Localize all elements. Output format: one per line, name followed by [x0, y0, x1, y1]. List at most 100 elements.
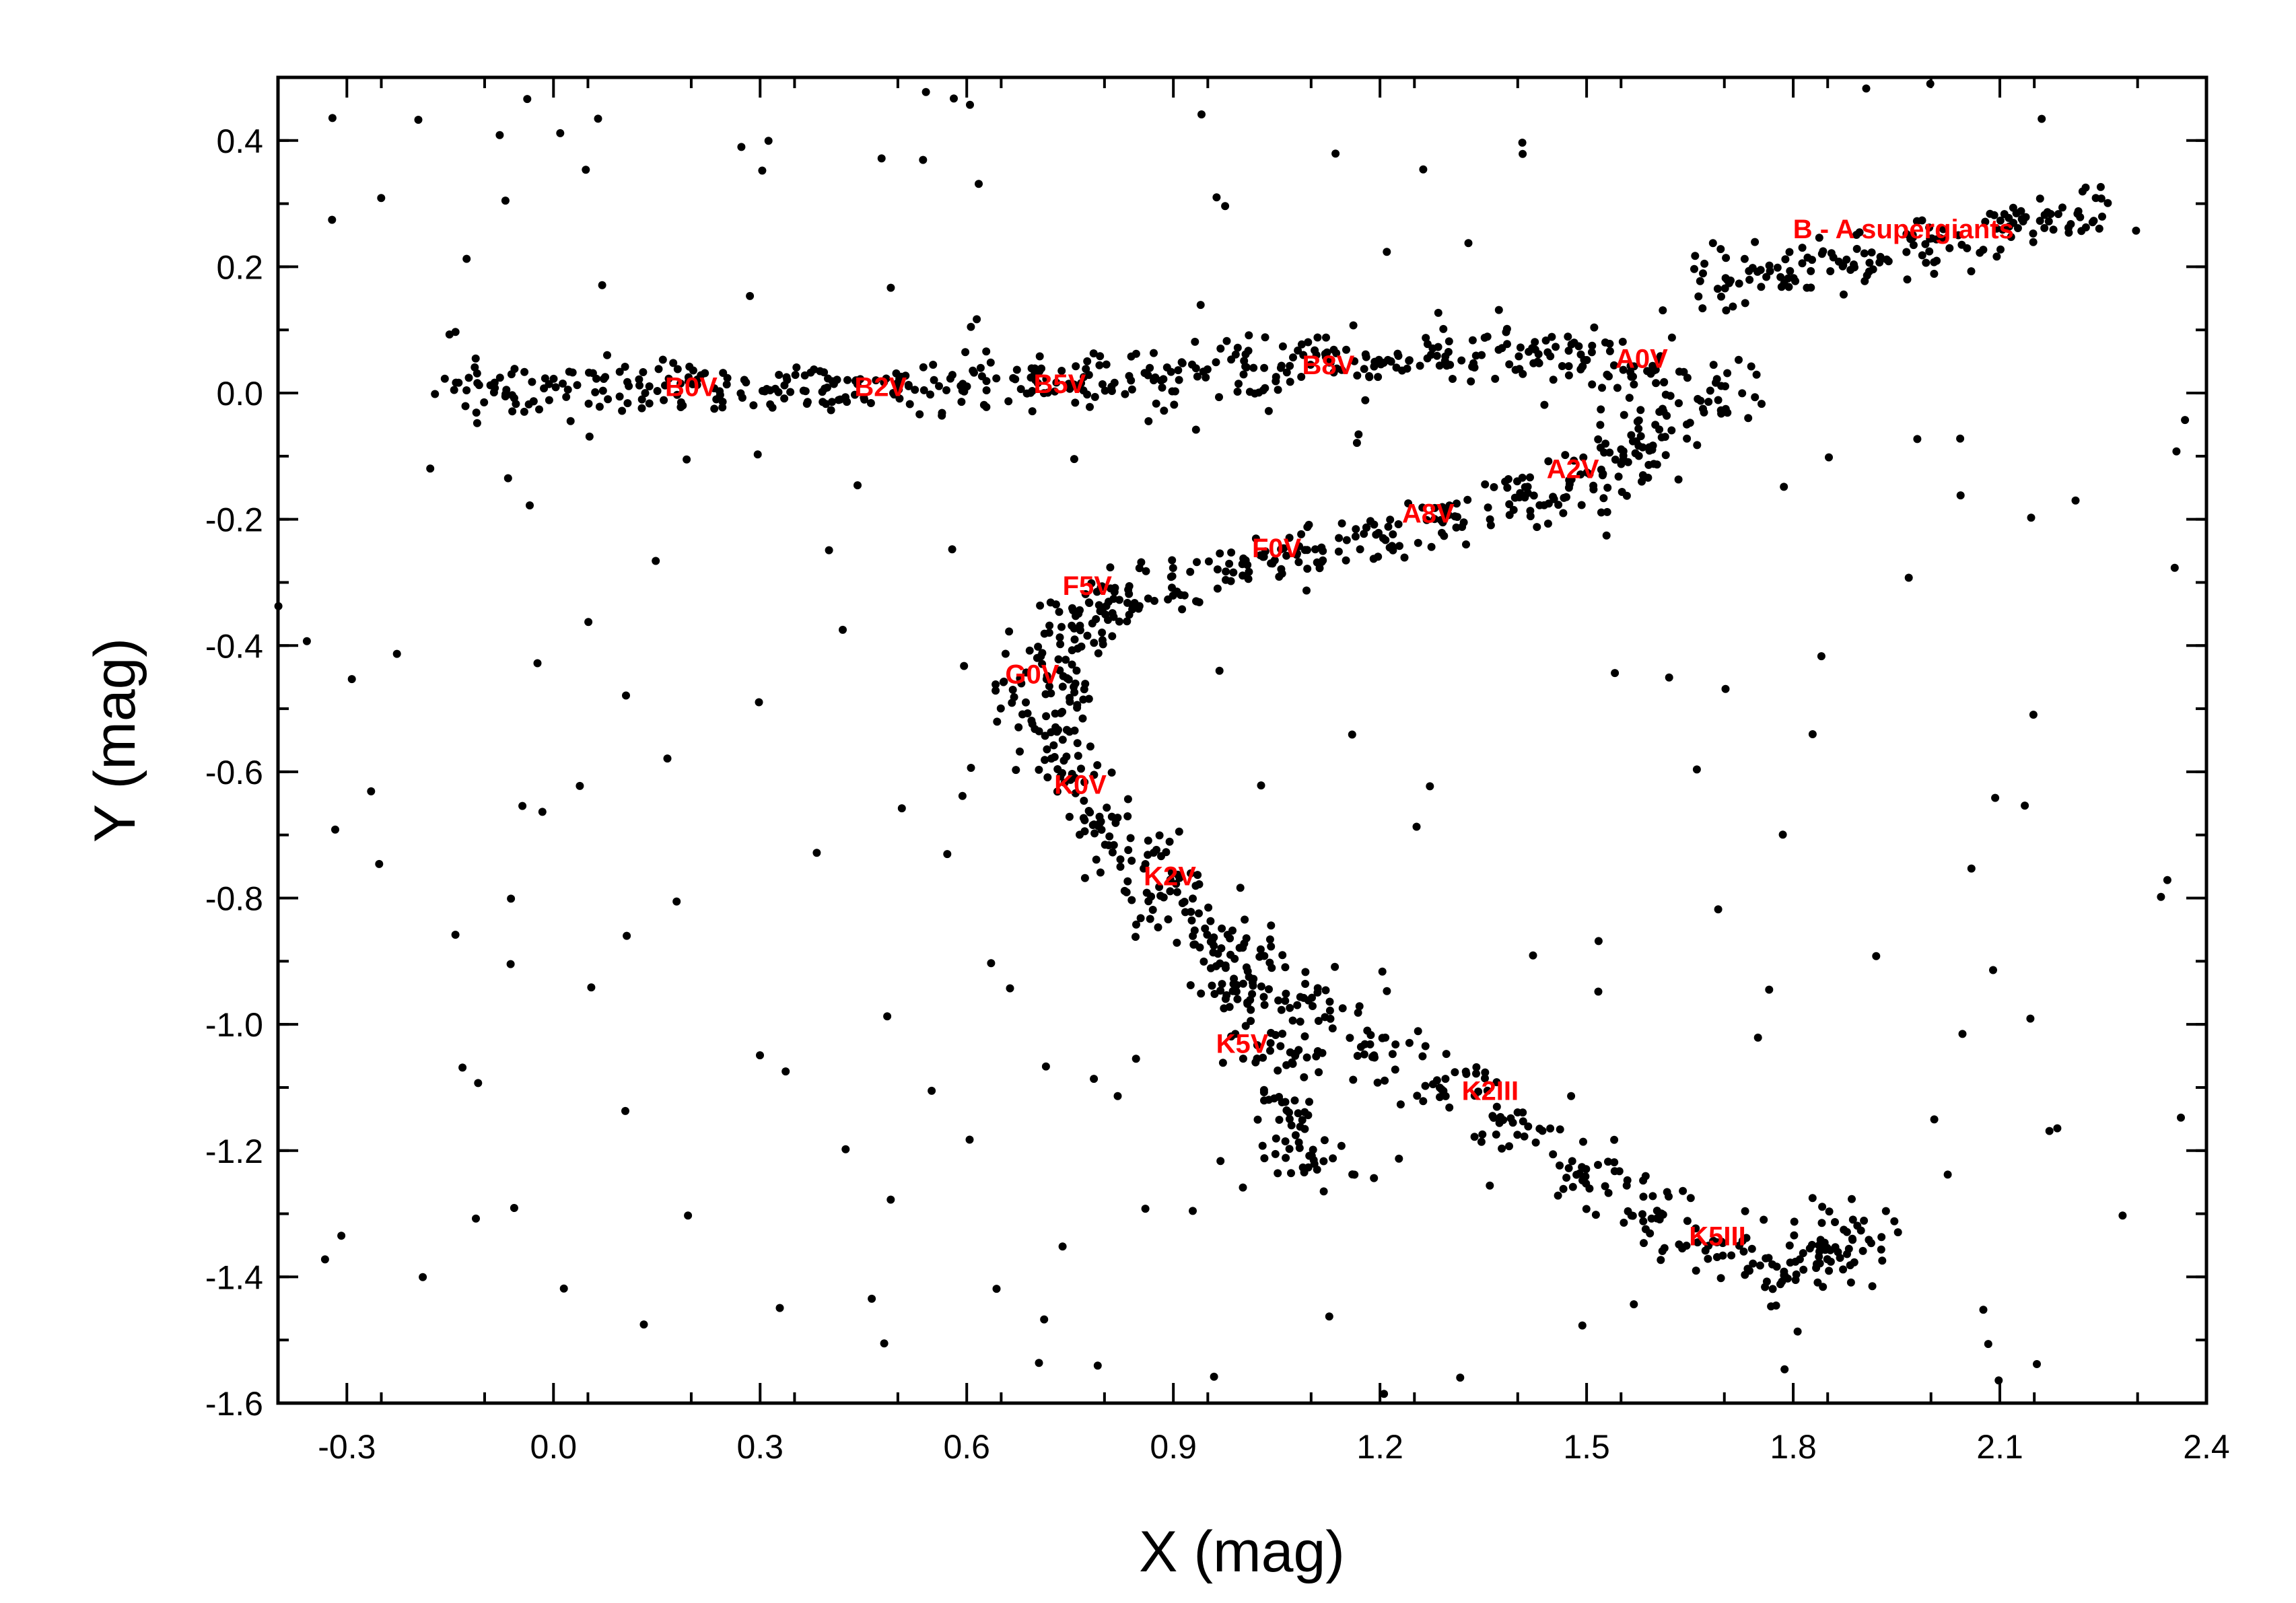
data-point-outlier	[1721, 684, 1730, 693]
data-point	[1215, 393, 1223, 402]
data-point	[1249, 363, 1258, 372]
data-point	[1930, 258, 1939, 266]
data-point	[1922, 258, 1930, 267]
data-point-outlier	[1313, 984, 1322, 993]
data-point	[1704, 1254, 1712, 1263]
data-point-outlier	[1354, 430, 1363, 439]
data-point	[1259, 1053, 1267, 1062]
data-point	[1253, 1041, 1261, 1050]
data-point-outlier	[594, 114, 602, 123]
data-point	[1675, 399, 1683, 408]
data-point-outlier	[1523, 483, 1532, 491]
data-point-outlier	[897, 804, 906, 813]
data-point	[1725, 279, 1733, 287]
data-point	[2096, 182, 2105, 191]
data-point	[961, 348, 970, 357]
data-point-outlier	[451, 931, 460, 939]
data-point	[1267, 559, 1276, 568]
data-point	[1903, 275, 1912, 284]
data-point-outlier	[576, 781, 584, 790]
data-point	[1825, 1267, 1834, 1275]
data-point-outlier	[880, 1339, 889, 1348]
data-point-outlier	[755, 698, 763, 707]
data-point-outlier	[683, 455, 691, 464]
data-point	[604, 395, 613, 404]
plot-frame	[276, 75, 2208, 1405]
data-point	[1089, 349, 1098, 358]
data-point	[1599, 494, 1608, 503]
data-point	[810, 365, 819, 373]
data-point	[1597, 508, 1605, 517]
data-point	[1233, 995, 1242, 1003]
data-point	[1860, 1216, 1869, 1225]
data-point-outlier	[975, 180, 983, 188]
data-point-outlier	[1979, 1306, 1988, 1314]
data-point-outlier	[1127, 896, 1136, 904]
data-point	[1693, 441, 1702, 450]
data-point	[1244, 347, 1253, 355]
data-point	[1160, 406, 1169, 415]
data-point	[1285, 534, 1294, 542]
data-point-outlier	[1808, 730, 1817, 738]
data-point	[529, 397, 538, 406]
data-point	[1877, 1233, 1886, 1242]
data-point-outlier	[1989, 966, 1997, 974]
data-point-outlier	[556, 129, 565, 137]
data-point	[1218, 980, 1226, 989]
data-point	[1053, 787, 1062, 796]
data-point	[1576, 350, 1585, 359]
data-point	[1370, 1053, 1379, 1062]
annotation-label: F0V	[1252, 534, 1302, 563]
data-point	[1123, 617, 1132, 626]
data-point	[1127, 352, 1136, 361]
data-point	[1165, 837, 1174, 846]
data-point	[1259, 386, 1267, 394]
data-point	[461, 402, 470, 411]
data-point	[1747, 362, 1755, 371]
data-point	[1480, 333, 1489, 342]
data-point	[1173, 870, 1182, 879]
data-point	[1278, 1030, 1287, 1038]
data-point	[1798, 244, 1807, 252]
data-point	[1195, 943, 1204, 952]
data-point-outlier	[928, 1086, 936, 1095]
data-point-outlier	[510, 1204, 518, 1212]
data-point	[1575, 1169, 1584, 1178]
data-point	[1554, 1191, 1562, 1200]
data-point	[1945, 244, 1954, 252]
data-point	[1259, 1085, 1268, 1094]
data-point	[1304, 338, 1313, 347]
data-point	[1712, 378, 1720, 387]
data-point	[591, 388, 600, 396]
data-point	[615, 367, 624, 376]
data-point	[1248, 990, 1257, 999]
data-point-outlier	[663, 754, 672, 763]
data-point	[1225, 559, 1234, 568]
data-point	[1355, 1002, 1364, 1011]
data-point	[1692, 1224, 1700, 1233]
data-point	[1585, 470, 1594, 478]
data-point	[1453, 499, 1461, 508]
data-point	[1297, 340, 1306, 349]
data-point	[1204, 903, 1213, 912]
data-point-outlier	[1765, 985, 1774, 994]
data-point-outlier	[1518, 139, 1527, 147]
data-point	[1531, 338, 1539, 347]
data-point	[1394, 351, 1403, 360]
data-point	[1441, 1075, 1450, 1083]
data-point	[1981, 217, 1990, 226]
data-point	[1000, 677, 1008, 686]
data-point	[1827, 249, 1836, 258]
data-point-outlier	[966, 100, 974, 109]
data-point-outlier	[337, 1232, 346, 1240]
data-point-outlier	[328, 215, 337, 224]
data-point	[1641, 1172, 1650, 1180]
data-point	[1605, 347, 1614, 355]
data-point-outlier	[1070, 455, 1078, 464]
data-point	[1604, 1157, 1612, 1166]
data-point-outlier	[1325, 1312, 1333, 1321]
data-point	[1379, 534, 1387, 542]
data-point	[824, 374, 832, 383]
data-point	[1076, 830, 1084, 839]
data-point-outlier	[1704, 398, 1713, 406]
